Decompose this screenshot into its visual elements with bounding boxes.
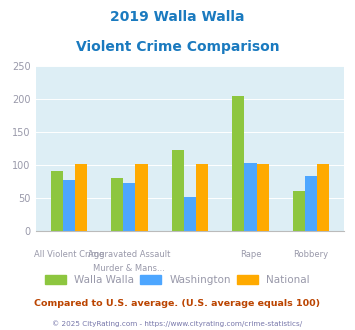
Bar: [63, 180, 75, 231]
Bar: [196, 164, 208, 231]
Text: Aggravated Assault: Aggravated Assault: [88, 250, 170, 259]
Bar: [135, 164, 148, 231]
Bar: [184, 197, 196, 231]
Bar: [293, 191, 305, 231]
Bar: [75, 164, 87, 231]
Bar: [111, 178, 123, 231]
Text: Robbery: Robbery: [294, 250, 329, 259]
Text: Compared to U.S. average. (U.S. average equals 100): Compared to U.S. average. (U.S. average …: [34, 299, 321, 308]
Bar: [245, 163, 257, 231]
Legend: Walla Walla, Washington, National: Walla Walla, Washington, National: [41, 271, 314, 289]
Bar: [317, 164, 329, 231]
Bar: [257, 164, 269, 231]
Bar: [232, 96, 245, 231]
Text: All Violent Crime: All Violent Crime: [34, 250, 104, 259]
Text: Rape: Rape: [240, 250, 261, 259]
Bar: [51, 171, 63, 231]
Text: 2019 Walla Walla: 2019 Walla Walla: [110, 10, 245, 24]
Bar: [172, 150, 184, 231]
Text: © 2025 CityRating.com - https://www.cityrating.com/crime-statistics/: © 2025 CityRating.com - https://www.city…: [53, 320, 302, 327]
Bar: [305, 176, 317, 231]
Text: Violent Crime Comparison: Violent Crime Comparison: [76, 40, 279, 53]
Text: Murder & Mans...: Murder & Mans...: [93, 264, 165, 273]
Bar: [123, 183, 135, 231]
